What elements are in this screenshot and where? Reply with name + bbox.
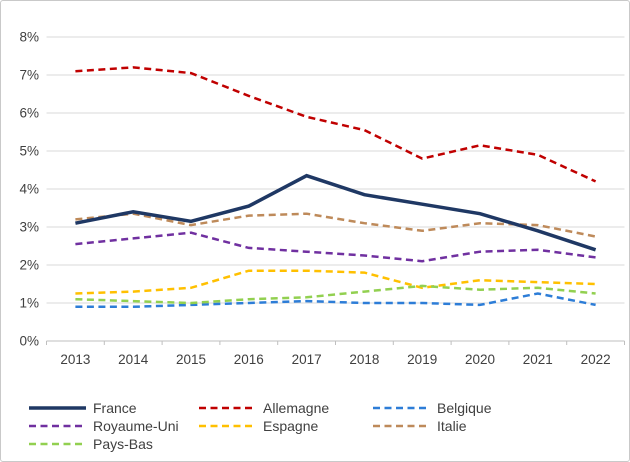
series-line-italie xyxy=(75,212,596,238)
legend-label-pays-bas: Pays-Bas xyxy=(93,436,153,452)
y-axis-label: 5% xyxy=(19,144,39,159)
series-line-pays-bas xyxy=(75,284,596,305)
legend-item-france: France xyxy=(29,400,137,416)
y-axis-label: 1% xyxy=(19,296,39,311)
legend-label-royaume-uni: Royaume-Uni xyxy=(93,418,179,434)
y-axis-label: 2% xyxy=(19,258,39,273)
legend-label-belgique: Belgique xyxy=(437,400,492,416)
x-axis-label: 2018 xyxy=(349,352,379,367)
series-line-allemagne xyxy=(75,66,597,183)
legend-item-italie: Italie xyxy=(373,418,467,434)
legend-label-allemagne: Allemagne xyxy=(263,400,329,416)
y-axis-label: 6% xyxy=(19,106,39,121)
legend-item-allemagne: Allemagne xyxy=(199,400,329,416)
series-line-belgique xyxy=(75,292,596,309)
y-axis-label: 4% xyxy=(19,182,39,197)
series-line-espagne xyxy=(75,269,596,295)
x-axis-label: 2015 xyxy=(176,352,206,367)
x-axis-label: 2022 xyxy=(581,352,611,367)
x-axis-label: 2021 xyxy=(523,352,553,367)
legend-item-royaume-uni: Royaume-Uni xyxy=(29,418,179,434)
x-axis-label: 2017 xyxy=(292,352,322,367)
legend-label-espagne: Espagne xyxy=(263,418,318,434)
legend-item-espagne: Espagne xyxy=(199,418,318,434)
legend: France Allemagne Belgique Royaume-Uni Espagn… xyxy=(29,400,492,452)
x-axis-label: 2016 xyxy=(234,352,264,367)
legend-label-france: France xyxy=(93,400,137,416)
legend-item-pays-bas: Pays-Bas xyxy=(29,436,153,452)
y-axis-label: 3% xyxy=(19,220,39,235)
x-axis-label: 2020 xyxy=(465,352,495,367)
series-line-royaume-uni xyxy=(75,231,596,263)
x-axis-label: 2013 xyxy=(60,352,90,367)
x-axis-label: 2014 xyxy=(118,352,149,367)
legend-label-italie: Italie xyxy=(437,418,467,434)
y-axis-label: 8% xyxy=(19,30,39,45)
y-axis-label: 0% xyxy=(19,334,39,349)
y-axis-label: 7% xyxy=(19,68,39,83)
series-line-france xyxy=(75,173,597,252)
legend-item-belgique: Belgique xyxy=(373,400,492,416)
x-axis-label: 2019 xyxy=(407,352,437,367)
